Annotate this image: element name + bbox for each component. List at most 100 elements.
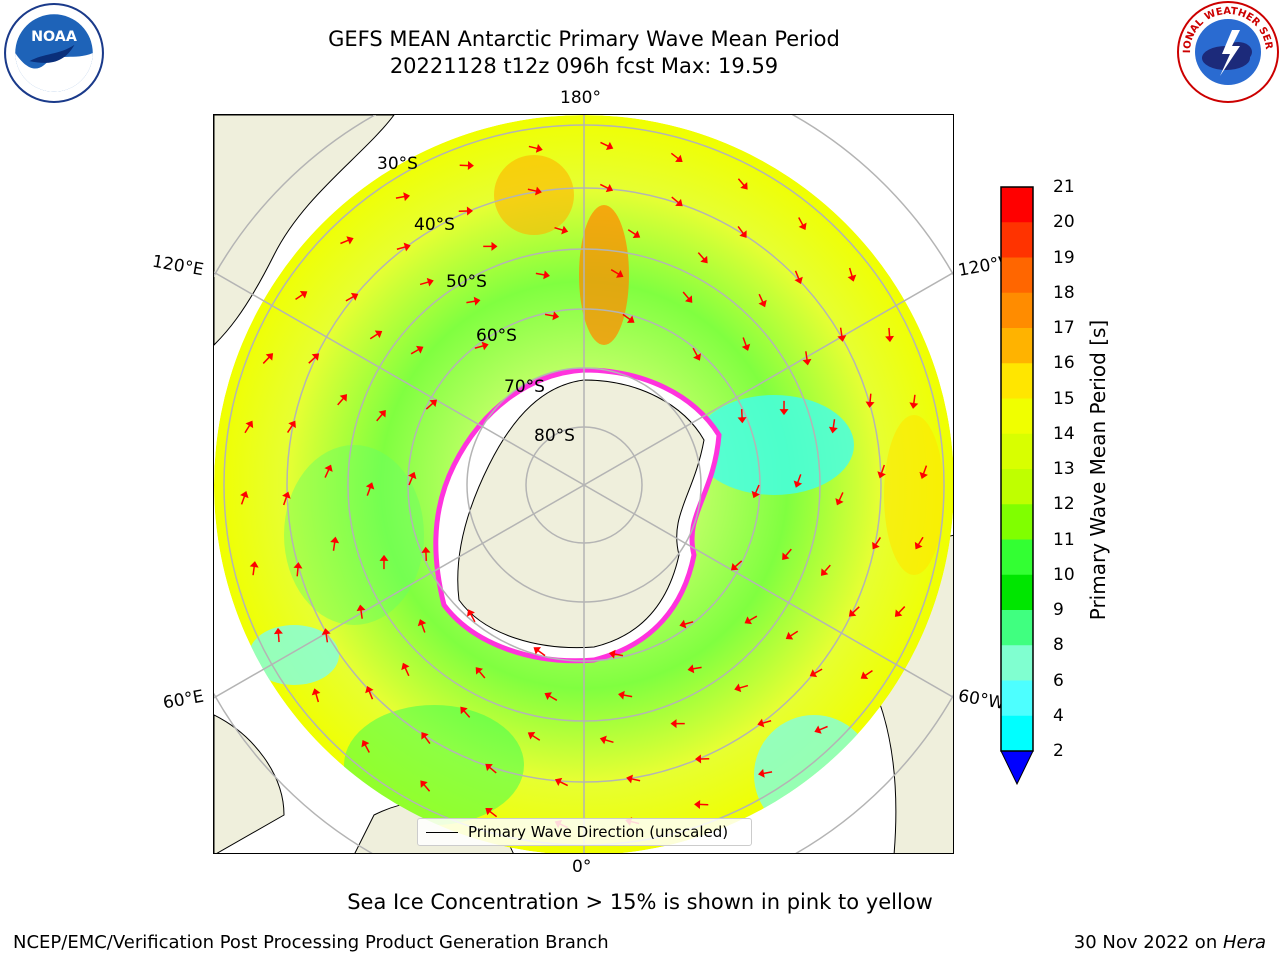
wave-arrow-head xyxy=(675,154,683,163)
wave-arrow-head xyxy=(605,184,614,193)
wave-arrow xyxy=(531,734,541,741)
wave-arrow-head xyxy=(740,182,748,190)
wave-arrow xyxy=(682,291,690,300)
colorbar-band xyxy=(1001,363,1033,399)
wave-arrow-head xyxy=(429,399,438,407)
land-africa-corner xyxy=(214,714,285,853)
wave-arrow-head xyxy=(599,735,607,745)
colorbar-tick-label: 18 xyxy=(1053,282,1075,303)
wave-arrow xyxy=(410,348,420,355)
wave-arrow xyxy=(366,486,372,496)
wave-arrow-head xyxy=(346,236,354,245)
wave-arrow xyxy=(839,327,843,337)
noaa-logo-icon: NOAA xyxy=(4,3,104,103)
wave-arrow-head xyxy=(814,725,822,734)
wave-arrow xyxy=(613,653,624,657)
wave-arrow xyxy=(631,778,641,782)
wave-arrow-head xyxy=(299,291,308,299)
wave-arrow xyxy=(535,272,545,276)
colorbar-band xyxy=(1001,574,1033,611)
wave-arrow xyxy=(315,693,320,703)
wave-arrow xyxy=(794,270,800,280)
wave-arrow xyxy=(376,413,384,422)
wave-arrow-head xyxy=(909,402,919,409)
wave-arrow-head xyxy=(700,255,708,264)
wave-arrow-head xyxy=(919,471,928,480)
wave-arrow xyxy=(240,495,246,505)
wave-arrow-head xyxy=(420,780,428,788)
wave-arrow-head xyxy=(417,619,427,627)
wave-arrow xyxy=(544,313,555,317)
wave-arrow-head xyxy=(627,315,635,323)
wave-arrow-head xyxy=(535,144,543,153)
wave-arrow xyxy=(692,666,702,670)
wave-arrow xyxy=(796,474,802,484)
wave-arrow-head xyxy=(273,627,283,635)
colorbar-band xyxy=(1001,398,1033,435)
lat-label-50s: 50°S xyxy=(446,272,487,292)
plot-title-line2: 20221128 t12z 096h fcst Max: 19.59 xyxy=(389,54,779,78)
wave-arrow xyxy=(419,281,429,286)
wave-arrow-head xyxy=(860,671,869,679)
wave-arrow-head xyxy=(403,242,411,252)
colorbar-tick-label: 21 xyxy=(1053,177,1075,197)
colorbar-tick-label: 9 xyxy=(1053,600,1064,620)
wave-arrow-head xyxy=(885,335,895,343)
footer-date: 30 Nov 2022 on Hera xyxy=(1074,932,1266,953)
wave-arrow xyxy=(813,668,823,675)
wave-arrow xyxy=(421,623,426,633)
wave-arrow-head xyxy=(779,409,789,416)
colorbar-tick-label: 4 xyxy=(1053,705,1064,726)
colorbar-extend-arrow xyxy=(1000,750,1034,786)
wave-arrow-head xyxy=(378,409,386,418)
wave-arrow-head xyxy=(324,464,333,472)
wave-arrow xyxy=(754,484,760,494)
colorbar-band xyxy=(1001,469,1033,505)
wave-arrow xyxy=(286,424,294,433)
wave-arrow-head xyxy=(460,706,468,715)
wave-arrow xyxy=(848,267,853,277)
wave-arrow-head xyxy=(473,296,481,306)
colorbar-tick-label: 2 xyxy=(1053,741,1064,761)
colorbar-tick-label: 14 xyxy=(1053,423,1075,444)
wave-arrow xyxy=(466,300,476,304)
wave-arrow xyxy=(784,548,792,557)
footer-credit: NCEP/EMC/Verification Post Processing Pr… xyxy=(13,932,609,953)
wave-arrow-head xyxy=(730,563,739,571)
colorbar-band xyxy=(1001,257,1033,294)
wave-arrow xyxy=(838,492,844,501)
wave-arrow-head xyxy=(758,768,765,778)
wave-arrow xyxy=(737,226,745,235)
wave-arrow-head xyxy=(820,568,829,576)
wave-arrow-head xyxy=(734,683,742,693)
wave-arrow xyxy=(423,735,431,744)
wave-arrow-head xyxy=(421,546,431,553)
wave-arrow-head xyxy=(694,799,701,809)
wave-arrow-head xyxy=(837,335,847,342)
colorbar xyxy=(1000,186,1034,786)
antarctica-land xyxy=(457,379,705,649)
wave-arrow xyxy=(869,393,872,403)
wave-arrow-head xyxy=(554,777,563,786)
wave-arrow xyxy=(474,345,484,349)
wave-arrow xyxy=(742,337,747,347)
wave-arrow-head xyxy=(466,206,474,216)
wave-arrow-head xyxy=(751,490,760,499)
wave-arrow xyxy=(852,606,860,614)
wave-arrow-head xyxy=(475,667,484,675)
wave-arrow xyxy=(262,356,271,364)
wave-arrow xyxy=(864,669,873,677)
wave-arrow xyxy=(912,394,916,404)
land-australia-corner xyxy=(214,115,395,346)
wave-arrow xyxy=(623,694,633,698)
wave-arrow-head xyxy=(543,270,550,280)
legend-label: Primary Wave Direction (unscaled) xyxy=(468,823,729,841)
wave-arrow xyxy=(798,217,804,226)
polar-map: 30°S 40°S 50°S 60°S 70°S 80°S xyxy=(214,115,953,853)
wave-arrow-head xyxy=(802,358,812,366)
wave-arrow-head xyxy=(561,225,569,235)
wave-arrow-head xyxy=(670,719,677,729)
wave-arrow xyxy=(880,464,886,474)
wave-arrow xyxy=(368,690,374,700)
wave-arrow xyxy=(360,609,363,619)
